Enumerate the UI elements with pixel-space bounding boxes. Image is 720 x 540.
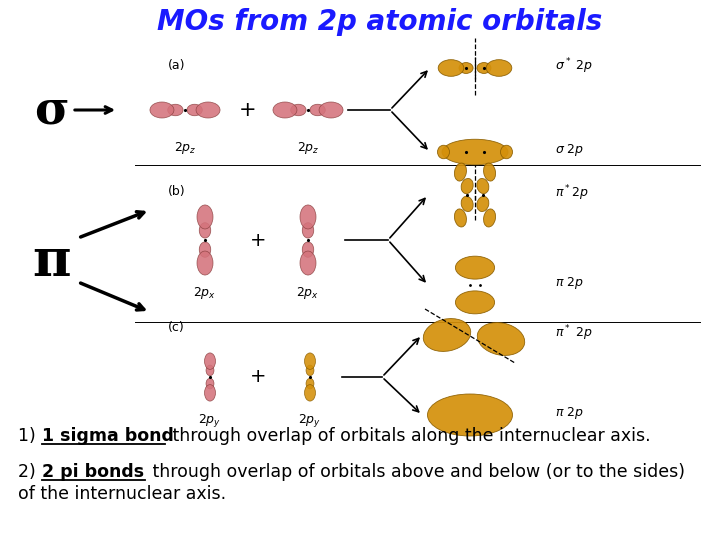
Text: through overlap of orbitals along the internuclear axis.: through overlap of orbitals along the in… [167, 427, 651, 445]
Text: $\pi\ 2p$: $\pi\ 2p$ [555, 275, 584, 291]
Text: $2p_z$: $2p_z$ [297, 140, 319, 156]
Text: MOs from 2p atomic orbitals: MOs from 2p atomic orbitals [158, 8, 603, 36]
Ellipse shape [150, 102, 174, 118]
Ellipse shape [168, 104, 183, 116]
Ellipse shape [438, 145, 449, 159]
Text: $2p_x$: $2p_x$ [194, 285, 217, 301]
Text: 2): 2) [18, 463, 41, 481]
Ellipse shape [300, 205, 316, 229]
Text: $2p_y$: $2p_y$ [199, 412, 222, 429]
Ellipse shape [461, 178, 473, 194]
Ellipse shape [477, 322, 525, 355]
Text: +: + [239, 100, 257, 120]
Ellipse shape [459, 63, 473, 73]
Ellipse shape [305, 384, 315, 401]
Ellipse shape [302, 222, 314, 238]
Text: 1): 1) [18, 427, 41, 445]
Text: $\pi\ 2p$: $\pi\ 2p$ [555, 405, 584, 421]
Ellipse shape [310, 104, 325, 116]
Text: (c): (c) [168, 321, 185, 334]
Ellipse shape [305, 353, 315, 369]
Text: of the internuclear axis.: of the internuclear axis. [18, 485, 226, 503]
Ellipse shape [187, 104, 202, 116]
Ellipse shape [442, 139, 508, 165]
Ellipse shape [428, 394, 513, 436]
Ellipse shape [486, 60, 512, 76]
Ellipse shape [477, 197, 489, 212]
Text: $2p_y$: $2p_y$ [298, 412, 322, 429]
Ellipse shape [423, 319, 471, 352]
Text: $\pi^*\ 2p$: $\pi^*\ 2p$ [555, 323, 593, 343]
Text: π: π [32, 237, 71, 287]
Ellipse shape [500, 145, 513, 159]
Ellipse shape [197, 251, 213, 275]
Text: σ: σ [35, 87, 69, 133]
Ellipse shape [204, 353, 215, 369]
Ellipse shape [484, 163, 495, 181]
Ellipse shape [291, 104, 306, 116]
Ellipse shape [302, 242, 314, 257]
Ellipse shape [461, 197, 473, 212]
Text: $\sigma^*\ 2p$: $\sigma^*\ 2p$ [555, 56, 593, 76]
Text: through overlap of orbitals above and below (or to the sides): through overlap of orbitals above and be… [147, 463, 685, 481]
Text: +: + [250, 368, 266, 387]
Ellipse shape [454, 209, 467, 227]
Text: 2 pi bonds: 2 pi bonds [42, 463, 144, 481]
Ellipse shape [319, 102, 343, 118]
Ellipse shape [204, 384, 215, 401]
Ellipse shape [196, 102, 220, 118]
Ellipse shape [438, 60, 464, 76]
Ellipse shape [306, 365, 314, 376]
Ellipse shape [206, 365, 214, 376]
Ellipse shape [306, 379, 314, 389]
Ellipse shape [477, 63, 491, 73]
Text: (b): (b) [168, 186, 186, 199]
Ellipse shape [477, 178, 489, 194]
Ellipse shape [206, 379, 214, 389]
Ellipse shape [484, 209, 495, 227]
Text: $\pi^*2p$: $\pi^*2p$ [555, 183, 588, 203]
Text: +: + [250, 231, 266, 249]
Text: 1 sigma bond: 1 sigma bond [42, 427, 174, 445]
Ellipse shape [197, 205, 213, 229]
Ellipse shape [455, 256, 495, 279]
Ellipse shape [455, 291, 495, 314]
Text: (a): (a) [168, 58, 186, 71]
Ellipse shape [454, 163, 467, 181]
Text: $2p_x$: $2p_x$ [297, 285, 320, 301]
Ellipse shape [273, 102, 297, 118]
Text: $2p_z$: $2p_z$ [174, 140, 197, 156]
Text: $\sigma\ 2p$: $\sigma\ 2p$ [555, 142, 585, 158]
Ellipse shape [199, 222, 211, 238]
Ellipse shape [300, 251, 316, 275]
Ellipse shape [199, 242, 211, 257]
